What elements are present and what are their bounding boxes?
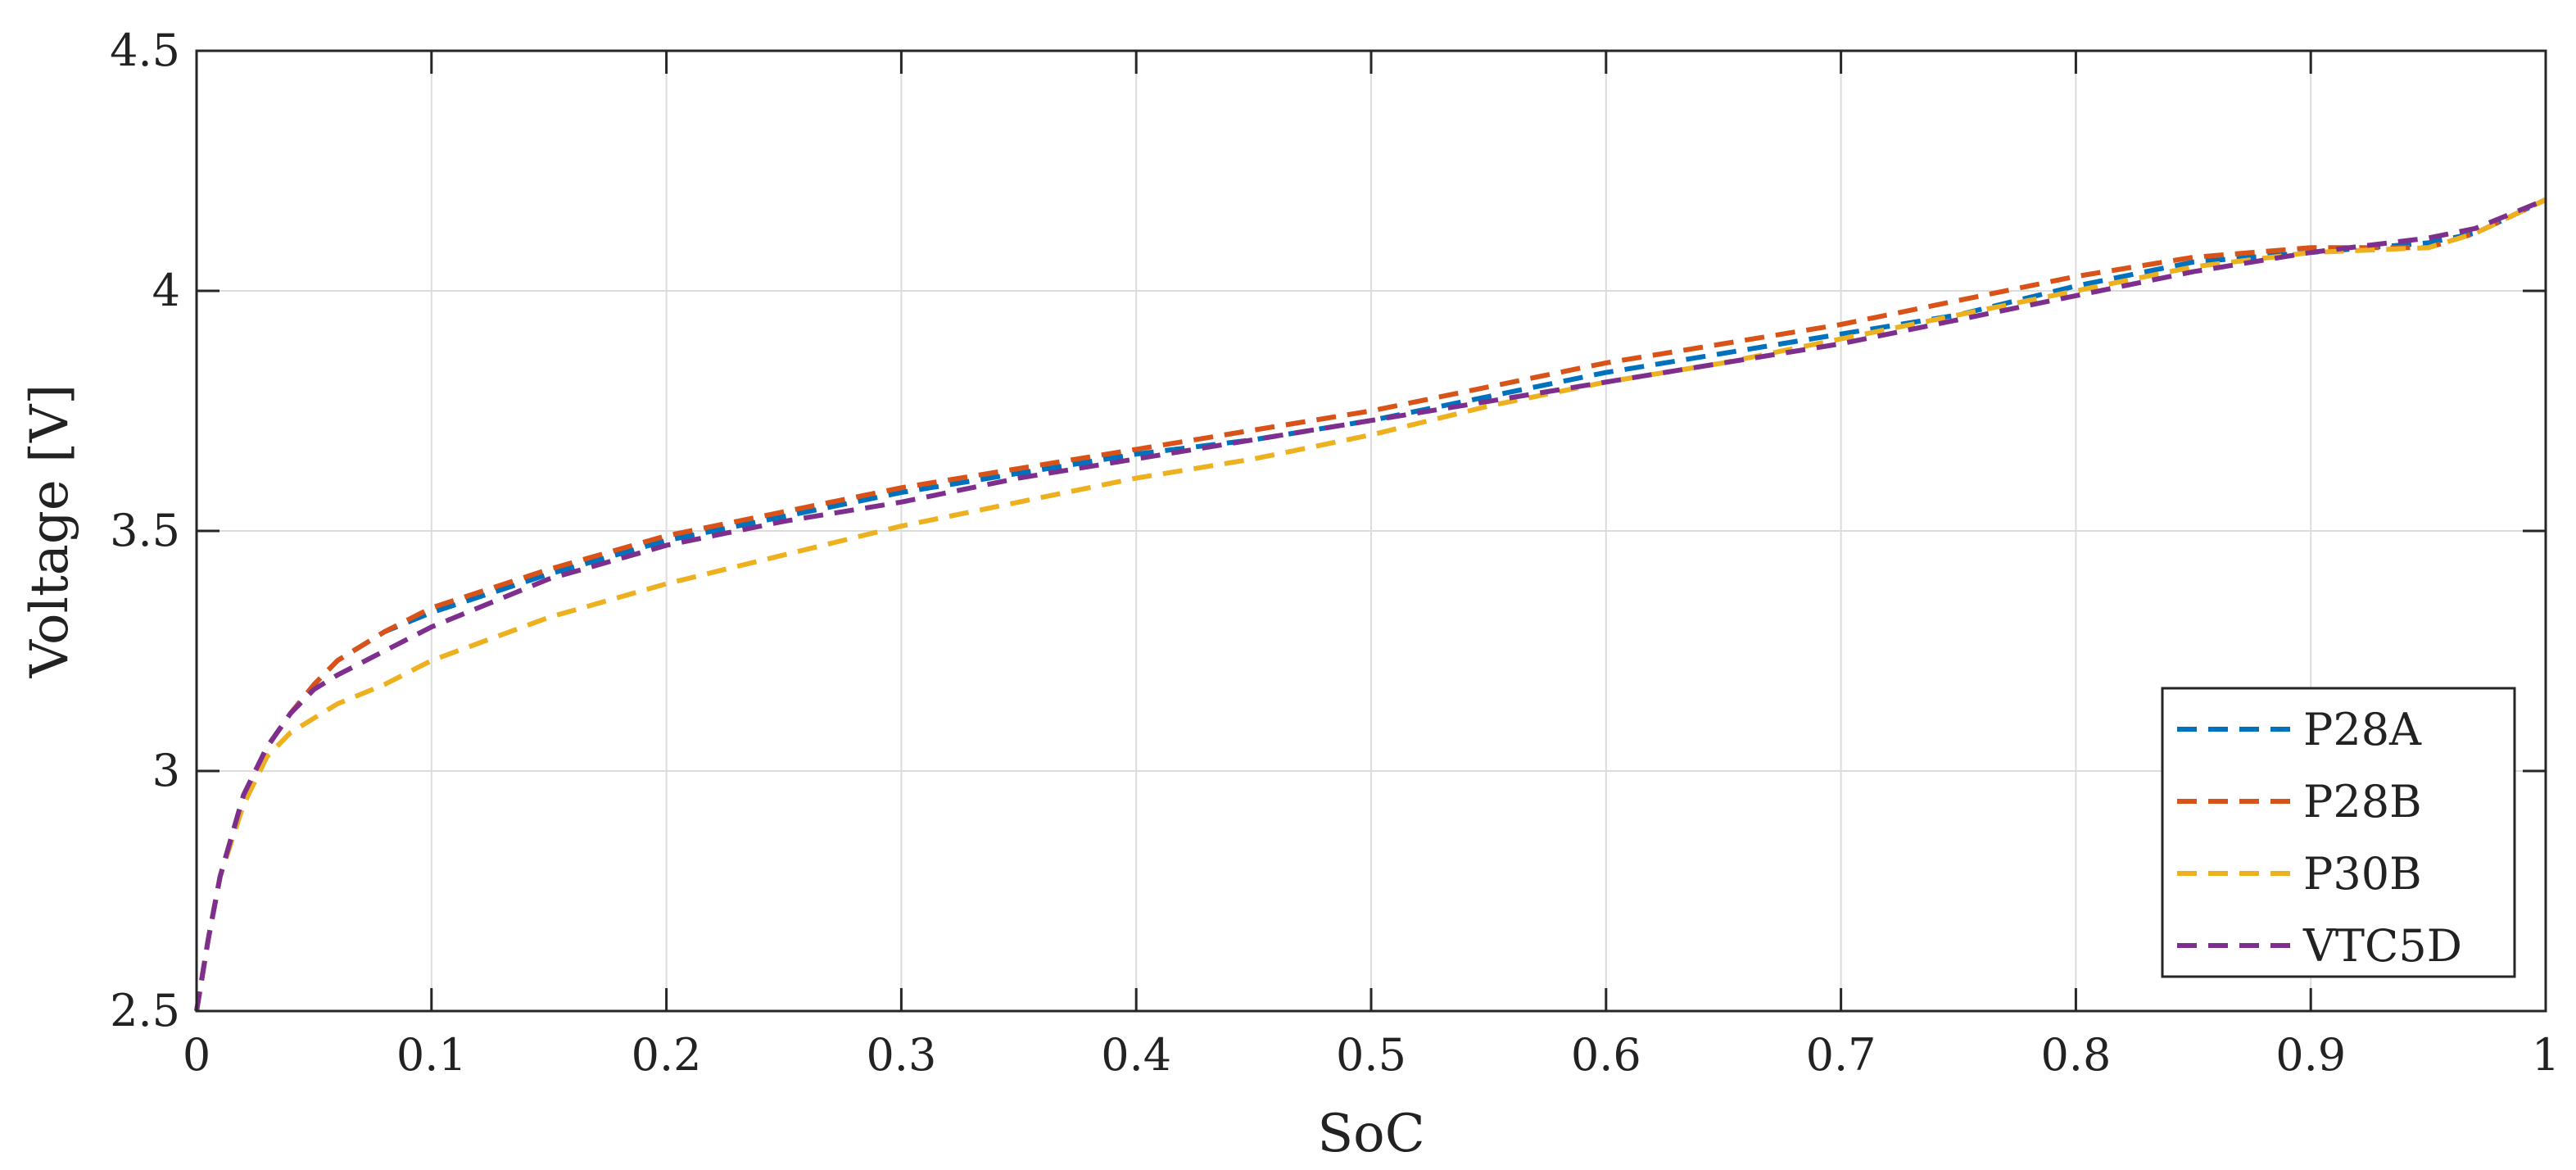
x-tick-label: 0.2	[632, 1029, 702, 1081]
legend-label-p28a: P28A	[2303, 704, 2422, 755]
x-tick-label: 0.4	[1101, 1029, 1171, 1081]
x-tick-label: 0.9	[2275, 1029, 2346, 1081]
legend-label-p28b: P28B	[2303, 776, 2422, 828]
tick-labels: 0 0.1 0.2 0.3 0.4 0.5 0.6 0.7 0.8 0.9 1 2.5 3 3.5 4 4.5	[110, 25, 2560, 1081]
series-lines	[194, 197, 2547, 1012]
x-tick-label: 0.3	[866, 1029, 936, 1081]
series-line-p28b	[194, 197, 2547, 1012]
y-tick-label: 4	[152, 265, 180, 316]
y-tick-label: 3.5	[110, 505, 180, 556]
series-line-vtc5d	[194, 197, 2547, 1012]
legend-box	[2161, 687, 2516, 978]
series-line-p28a	[194, 197, 2547, 1012]
x-tick-label: 0	[183, 1029, 211, 1081]
legend: P28A P28B P30B VTC5D	[2161, 687, 2516, 978]
x-tick-label: 0.1	[396, 1029, 467, 1081]
y-tick-label: 2.5	[110, 985, 180, 1036]
x-axis-label: SoC	[1317, 1104, 1424, 1164]
legend-label-vtc5d: VTC5D	[2302, 920, 2462, 972]
y-axis-label: Voltage [V]	[20, 384, 80, 679]
axis-ticks	[195, 49, 2547, 1013]
x-tick-label: 1	[2532, 1029, 2560, 1081]
x-tick-label: 0.6	[1571, 1029, 1641, 1081]
y-tick-label: 3	[152, 745, 180, 796]
x-tick-label: 0.5	[1336, 1029, 1406, 1081]
y-tick-label: 4.5	[110, 25, 180, 76]
series-line-p30b	[194, 197, 2547, 1012]
legend-label-p30b: P30B	[2303, 848, 2422, 900]
x-tick-label: 0.8	[2040, 1029, 2111, 1081]
x-tick-label: 0.7	[1806, 1029, 1877, 1081]
